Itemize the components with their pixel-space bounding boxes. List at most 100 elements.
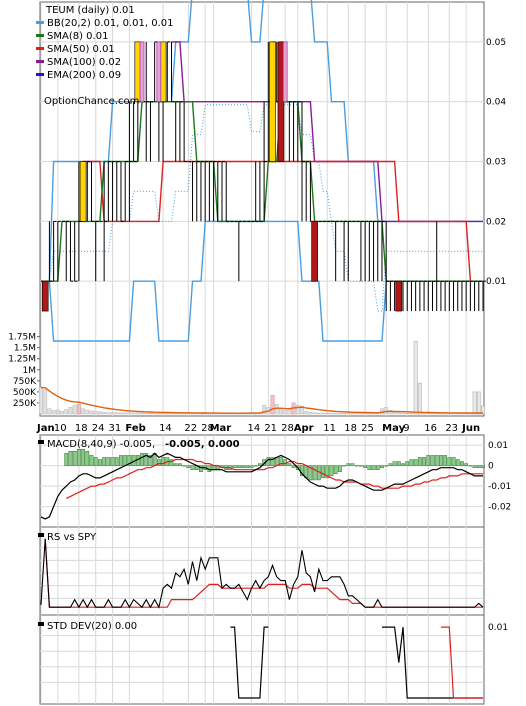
macd-histogram-bar bbox=[199, 465, 203, 472]
macd-y-tick-label: -0.01 bbox=[488, 482, 511, 492]
macd-histogram-bar bbox=[439, 455, 443, 466]
macd-histogram-bar bbox=[89, 455, 94, 466]
up-day-marker bbox=[269, 41, 276, 162]
macd-histogram-bar bbox=[413, 459, 418, 466]
volume-bar-highlight bbox=[270, 395, 275, 415]
macd-histogram-bar bbox=[401, 463, 405, 466]
down-day-marker bbox=[395, 280, 403, 312]
x-tick-label: 31 bbox=[109, 423, 122, 434]
volume-y-tick-label: 1.75M bbox=[8, 333, 36, 343]
macd-histogram-bar bbox=[405, 461, 410, 466]
macd-histogram-bar bbox=[110, 457, 115, 466]
volume-bar bbox=[152, 412, 157, 415]
macd-histogram-bar bbox=[367, 465, 372, 470]
rs-title: RS vs SPY bbox=[47, 532, 97, 543]
volume-bar bbox=[60, 411, 64, 415]
macd-histogram-bar bbox=[81, 449, 85, 466]
macd-y-tick-label: -0.02 bbox=[488, 503, 511, 513]
macd-histogram-bar bbox=[178, 463, 182, 466]
std-line-red bbox=[440, 626, 483, 699]
macd-histogram-bar bbox=[359, 465, 363, 467]
macd-histogram-bar bbox=[77, 449, 81, 466]
volume-bar bbox=[409, 412, 414, 415]
volume-bar bbox=[110, 412, 115, 415]
volume-bar bbox=[413, 340, 418, 415]
down-day-marker bbox=[41, 280, 49, 312]
macd-histogram-bar bbox=[148, 455, 153, 466]
volume-y-tick-label: 500K bbox=[13, 388, 37, 398]
volume-bar bbox=[72, 404, 77, 415]
macd-histogram-bar bbox=[140, 453, 144, 466]
up-day-marker bbox=[79, 161, 87, 222]
volume-bar bbox=[127, 412, 132, 415]
volume-bar bbox=[106, 412, 111, 415]
macd-histogram-bar bbox=[375, 465, 380, 470]
legend-label: BB(20,2) 0.01, 0.01, 0.01 bbox=[47, 18, 173, 29]
macd-histogram-bar bbox=[236, 465, 241, 468]
volume-bar bbox=[329, 412, 334, 415]
macd-signal-line bbox=[66, 458, 483, 499]
std-title: STD DEV(20) 0.00 bbox=[47, 621, 137, 632]
macd-histogram-bar bbox=[98, 459, 102, 466]
macd-histogram-bar bbox=[396, 461, 401, 466]
legend-swatch bbox=[36, 34, 44, 37]
volume-bar bbox=[102, 411, 107, 415]
macd-histogram-bar bbox=[64, 453, 69, 466]
macd-histogram-bar bbox=[279, 457, 283, 466]
chart-marks bbox=[39, 0, 486, 699]
x-tick-label: Mar bbox=[210, 423, 232, 434]
legend-label: EMA(200) 0.09 bbox=[47, 70, 121, 81]
macd-histogram-bar bbox=[114, 457, 119, 466]
volume-bar bbox=[392, 411, 397, 415]
legend-label: SMA(50) 0.01 bbox=[47, 44, 115, 55]
accent-bar bbox=[282, 41, 288, 103]
volume-bar bbox=[144, 412, 149, 415]
macd-line bbox=[40, 452, 483, 520]
x-tick-label: Jun bbox=[461, 423, 480, 434]
macd-histogram-bar bbox=[312, 465, 317, 481]
legend-swatch bbox=[36, 47, 44, 50]
rs-line bbox=[40, 538, 484, 609]
volume-bar bbox=[337, 412, 342, 415]
volume-bar bbox=[262, 404, 267, 415]
x-tick-label: 23 bbox=[445, 423, 458, 434]
volume-y-tick-label: 750K bbox=[13, 377, 37, 387]
volume-bar bbox=[89, 410, 94, 415]
std-y-tick-label: 0.01 bbox=[488, 623, 508, 633]
macd-histogram-value: 0.000 bbox=[208, 439, 240, 450]
volume-bar bbox=[312, 412, 317, 415]
macd-histogram-bar bbox=[241, 465, 245, 468]
macd-histogram-bar bbox=[245, 465, 250, 468]
macd-histogram-bar bbox=[161, 457, 165, 466]
macd-histogram-bar bbox=[451, 457, 456, 466]
volume-bar bbox=[85, 409, 90, 415]
macd-histogram-bar bbox=[232, 465, 237, 468]
macd-histogram-bar bbox=[371, 465, 376, 470]
macd-title: MACD(8,40,9) -0.005, bbox=[47, 439, 155, 450]
legend-label: SMA(8) 0.01 bbox=[47, 31, 108, 42]
macd-histogram-bar bbox=[363, 465, 368, 468]
volume-bar bbox=[481, 405, 485, 415]
macd-histogram-bar bbox=[291, 465, 296, 468]
price-y-tick-label: 0.03 bbox=[486, 158, 506, 168]
volume-average-line bbox=[40, 386, 483, 415]
volume-bar bbox=[405, 412, 410, 415]
macd-histogram-bar bbox=[388, 463, 393, 466]
volume-bar bbox=[333, 412, 338, 415]
macd-histogram-bar bbox=[434, 455, 439, 466]
macd-histogram-bar bbox=[156, 459, 161, 466]
x-tick-label: 25 bbox=[361, 423, 374, 434]
x-tick-label: Apr bbox=[294, 423, 314, 434]
volume-bar bbox=[39, 387, 43, 415]
volume-bar bbox=[300, 405, 304, 415]
macd-histogram-bar bbox=[380, 465, 384, 468]
macd-histogram-bar bbox=[384, 465, 389, 467]
volume-bar bbox=[274, 404, 279, 415]
volume-bar bbox=[81, 408, 86, 415]
macd-histogram-bar bbox=[308, 465, 313, 481]
accent-bar bbox=[139, 41, 145, 103]
volume-bar bbox=[321, 412, 325, 415]
volume-bar bbox=[346, 412, 351, 415]
volume-bar bbox=[422, 412, 426, 415]
x-tick-label: 18 bbox=[344, 423, 357, 434]
